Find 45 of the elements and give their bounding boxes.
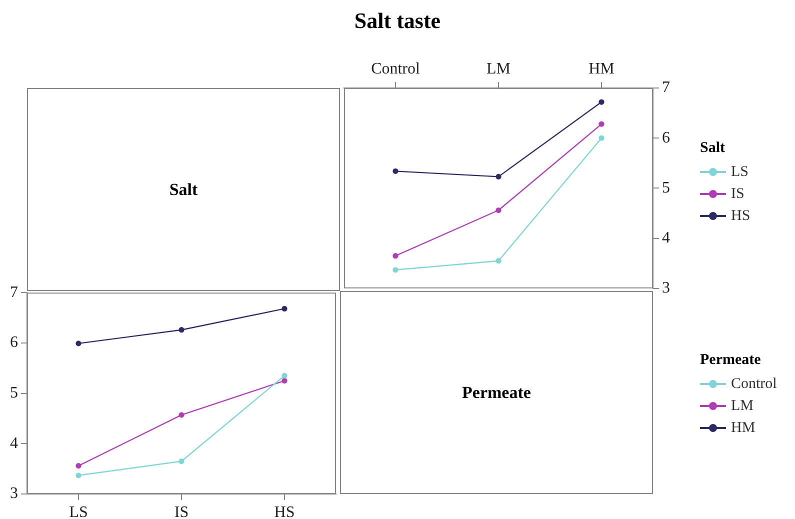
legend-title: Salt xyxy=(700,140,726,157)
point xyxy=(282,378,288,384)
point xyxy=(392,253,398,259)
point xyxy=(392,267,398,273)
legend-label: Control xyxy=(731,376,777,392)
x-tick-label: HS xyxy=(274,504,295,519)
text: Salt xyxy=(169,180,198,200)
x-tick-label: IS xyxy=(174,504,189,519)
point xyxy=(598,99,604,105)
text: Salt taste xyxy=(353,8,442,34)
legend-label: HM xyxy=(731,420,756,436)
point xyxy=(598,121,604,127)
legend-label: IS xyxy=(731,186,744,202)
x-tick-label: LM xyxy=(486,60,510,78)
x-tick-label: LS xyxy=(69,504,88,519)
legend-title: Permeate xyxy=(700,352,762,369)
y-tick-label: 6 xyxy=(662,129,670,146)
y-tick-label: 6 xyxy=(10,334,18,352)
point xyxy=(178,458,184,464)
point xyxy=(76,472,82,478)
point xyxy=(178,327,184,333)
y-tick-label: 4 xyxy=(662,230,670,247)
point xyxy=(76,463,82,469)
legend-label: HS xyxy=(731,208,750,224)
y-tick-label: 3 xyxy=(10,485,18,502)
text: Permeate xyxy=(462,382,531,402)
point xyxy=(282,372,288,378)
y-tick-label: 3 xyxy=(662,280,670,297)
point xyxy=(76,340,82,346)
legend-label: LM xyxy=(731,398,754,414)
x-tick-label: Control xyxy=(371,60,420,78)
y-tick-label: 7 xyxy=(662,79,670,96)
point xyxy=(496,258,502,264)
point xyxy=(392,168,398,174)
legend-label: LS xyxy=(731,164,749,180)
y-tick-label: 5 xyxy=(10,384,18,402)
y-tick-label: 5 xyxy=(662,179,670,196)
point xyxy=(598,135,604,141)
point xyxy=(496,207,502,214)
point xyxy=(496,174,502,180)
point xyxy=(178,412,184,418)
x-tick-label: HM xyxy=(588,60,614,78)
y-tick-label: 7 xyxy=(10,284,18,301)
point xyxy=(282,306,288,312)
y-tick-label: 4 xyxy=(10,434,18,452)
